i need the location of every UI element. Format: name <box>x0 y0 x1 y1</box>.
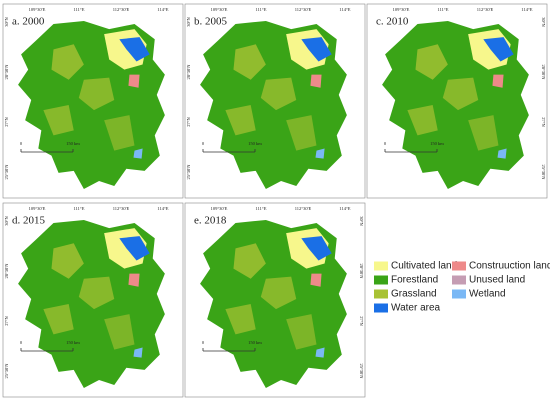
legend-swatch <box>374 261 388 271</box>
map-panel: d. 2015 109°30′E 111°E 112°30′E 114°E 30°N 28°… <box>2 202 184 398</box>
longitude-label: 114°E <box>521 7 532 12</box>
latitude-label: 27°N <box>4 116 9 126</box>
latitude-label: 27°N <box>4 315 9 325</box>
legend-label: Water area <box>391 303 441 314</box>
scale-label: 150 km <box>430 141 444 146</box>
panel-label: e. 2018 <box>194 215 227 227</box>
scale-label: 150 km <box>66 141 80 146</box>
legend-label: Cultivated land <box>391 261 457 272</box>
latitude-label: 28°30′N <box>4 64 9 80</box>
legend-label: Forestland <box>391 275 438 286</box>
map-panel: b. 2005 109°30′E 111°E 112°30′E 114°E 30°N 28°… <box>184 3 366 199</box>
latitude-label: 30°N <box>4 16 9 26</box>
longitude-label: 114°E <box>157 7 168 12</box>
longitude-label: 111°E <box>74 206 85 211</box>
longitude-label: 109°30′E <box>29 7 46 12</box>
longitude-label: 112°30′E <box>113 7 130 12</box>
panel-label: a. 2000 <box>12 16 45 28</box>
panel-label: b. 2005 <box>194 16 228 28</box>
longitude-label: 114°E <box>339 206 350 211</box>
latitude-label: 30°N <box>4 215 9 225</box>
map-panel: e. 2018 109°30′E 111°E 112°30′E 114°E 30°N 28°… <box>184 202 366 398</box>
legend-label: Wetland <box>469 289 506 300</box>
scale-label: 150 km <box>248 141 262 146</box>
legend-label: Unused land <box>469 275 525 286</box>
panel-label: d. 2015 <box>12 215 46 227</box>
legend-swatch <box>374 289 388 299</box>
map-panel: a. 2000 109°30′E 111°E 112°30′E 114°E 30°N 28°… <box>2 3 184 199</box>
longitude-label: 111°E <box>74 7 85 12</box>
longitude-label: 109°30′E <box>393 7 410 12</box>
legend-swatch <box>452 261 466 271</box>
legend-swatch <box>452 289 466 299</box>
scale-label: 0 <box>20 141 23 146</box>
legend-swatch <box>452 275 466 285</box>
latitude-label: 25°30′N <box>541 164 546 180</box>
legend-swatch <box>374 303 388 313</box>
longitude-label: 114°E <box>339 7 350 12</box>
scale-label: 0 <box>202 340 205 345</box>
latitude-label: 30°N <box>359 216 364 226</box>
map-panel: c. 2010 109°30′E 111°E 112°30′E 114°E 30°N 28°… <box>366 3 548 199</box>
latitude-label: 25°30′N <box>186 164 191 180</box>
longitude-label: 111°E <box>256 7 267 12</box>
latitude-label: 28°30′N <box>359 263 364 279</box>
scale-label: 150 km <box>66 340 80 345</box>
scale-label: 150 km <box>248 340 262 345</box>
legend-swatch <box>374 275 388 285</box>
panel-label: c. 2010 <box>376 16 409 28</box>
longitude-label: 114°E <box>157 206 168 211</box>
scale-label: 0 <box>202 141 205 146</box>
latitude-label: 30°N <box>186 16 191 26</box>
longitude-label: 112°30′E <box>113 206 130 211</box>
scale-label: 0 <box>384 141 387 146</box>
latitude-label: 25°30′N <box>359 363 364 379</box>
longitude-label: 112°30′E <box>295 206 312 211</box>
latitude-label: 28°30′N <box>4 263 9 279</box>
longitude-label: 111°E <box>256 206 267 211</box>
legend-label: Construuction land <box>469 261 550 272</box>
longitude-label: 111°E <box>438 7 449 12</box>
map-panels: a. 2000 109°30′E 111°E 112°30′E 114°E 30°N 28°… <box>2 3 548 398</box>
legend-label: Grassland <box>391 289 437 300</box>
latitude-label: 27°N <box>186 116 191 126</box>
latitude-label: 28°30′N <box>541 64 546 80</box>
longitude-label: 112°30′E <box>477 7 494 12</box>
latitude-label: 25°30′N <box>4 164 9 180</box>
latitude-label: 27°N <box>359 316 364 326</box>
scale-label: 0 <box>20 340 23 345</box>
latitude-label: 25°30′N <box>4 363 9 379</box>
latitude-label: 28°30′N <box>186 64 191 80</box>
longitude-label: 109°30′E <box>29 206 46 211</box>
latitude-label: 30°N <box>541 17 546 27</box>
longitude-label: 109°30′E <box>211 206 228 211</box>
legend: Cultivated land Construuction land Forestl… <box>374 261 550 314</box>
longitude-label: 112°30′E <box>295 7 312 12</box>
latitude-label: 27°N <box>541 117 546 127</box>
longitude-label: 109°30′E <box>211 7 228 12</box>
